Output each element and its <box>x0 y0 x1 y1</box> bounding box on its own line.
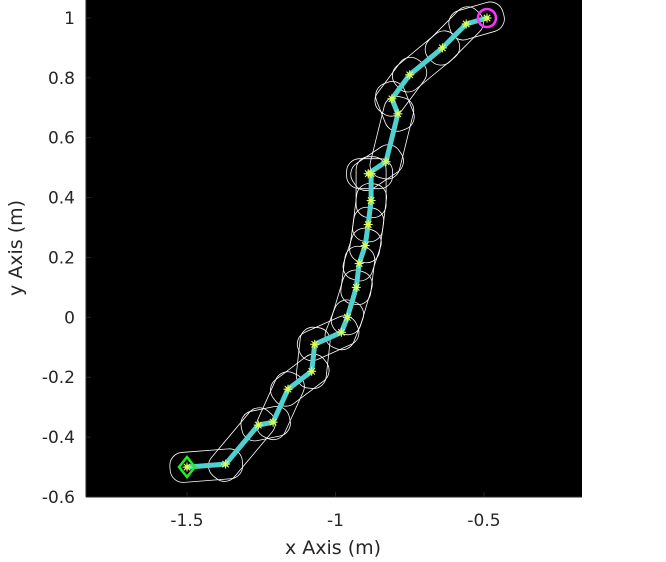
waypoint-point <box>363 169 373 179</box>
y-axis-label: y Axis (m) <box>5 200 27 296</box>
axes <box>85 0 582 498</box>
y-tick-label: 1 <box>64 9 75 29</box>
waypoint-point <box>182 462 192 472</box>
goal-marker <box>476 7 498 29</box>
waypoint-point <box>366 196 376 206</box>
y-tick-label: -0.4 <box>42 428 75 448</box>
footprint-box <box>350 144 404 191</box>
footprint-box <box>295 326 331 389</box>
footprint-box <box>270 353 330 407</box>
y-tick-label: -0.6 <box>42 488 75 508</box>
y-tick-label: 0.6 <box>48 129 75 149</box>
waypoint-point <box>253 420 263 430</box>
footprint-box <box>342 227 382 282</box>
waypoint-point <box>354 259 364 268</box>
waypoint-markers <box>182 13 492 472</box>
waypoint-point <box>336 327 346 337</box>
waypoint-point <box>387 94 397 104</box>
waypoint-point <box>437 43 447 53</box>
waypoint-point <box>393 109 403 119</box>
footprint-box <box>340 245 376 306</box>
waypoint-point <box>360 241 370 250</box>
footprint-box <box>448 1 505 41</box>
x-axis-label: x Axis (m) <box>285 537 381 559</box>
waypoint-point <box>307 366 317 376</box>
y-tick-label: 0.2 <box>48 248 75 268</box>
waypoint-point <box>363 220 373 229</box>
footprint-box <box>169 448 244 483</box>
y-tick-label: -0.2 <box>42 368 75 388</box>
x-tick-label: -0.5 <box>467 511 500 531</box>
footprint-box <box>256 371 305 441</box>
plot-area <box>86 0 582 497</box>
waypoint-point <box>461 19 471 29</box>
footprint-box <box>208 407 276 482</box>
waypoint-point <box>310 339 320 349</box>
start-goal-markers <box>177 7 498 480</box>
x-tick-label: -1.5 <box>170 511 203 531</box>
waypoint-point <box>342 312 352 322</box>
start-marker <box>177 455 197 480</box>
waypoint-point <box>381 157 391 167</box>
y-tick-label: 0 <box>64 308 75 328</box>
waypoint-point <box>351 282 361 292</box>
y-tick-label: 0.8 <box>48 69 75 89</box>
waypoint-point <box>283 384 293 394</box>
y-tick-label: 0.4 <box>48 189 75 209</box>
waypoint-point <box>482 13 492 23</box>
footprint-box <box>374 56 428 117</box>
footprint-box <box>369 95 415 180</box>
y-tick-labels: -0.6 -0.4 -0.2 0 0.2 0.4 0.6 0.8 1 <box>42 9 91 508</box>
waypoint-point <box>405 70 415 80</box>
x-tick-labels: -1.5 -1 -0.5 <box>170 492 501 531</box>
waypoint-point <box>221 459 231 469</box>
x-tick-label: -1 <box>327 511 344 531</box>
waypoint-point <box>268 417 278 427</box>
footprint-box <box>296 315 360 362</box>
